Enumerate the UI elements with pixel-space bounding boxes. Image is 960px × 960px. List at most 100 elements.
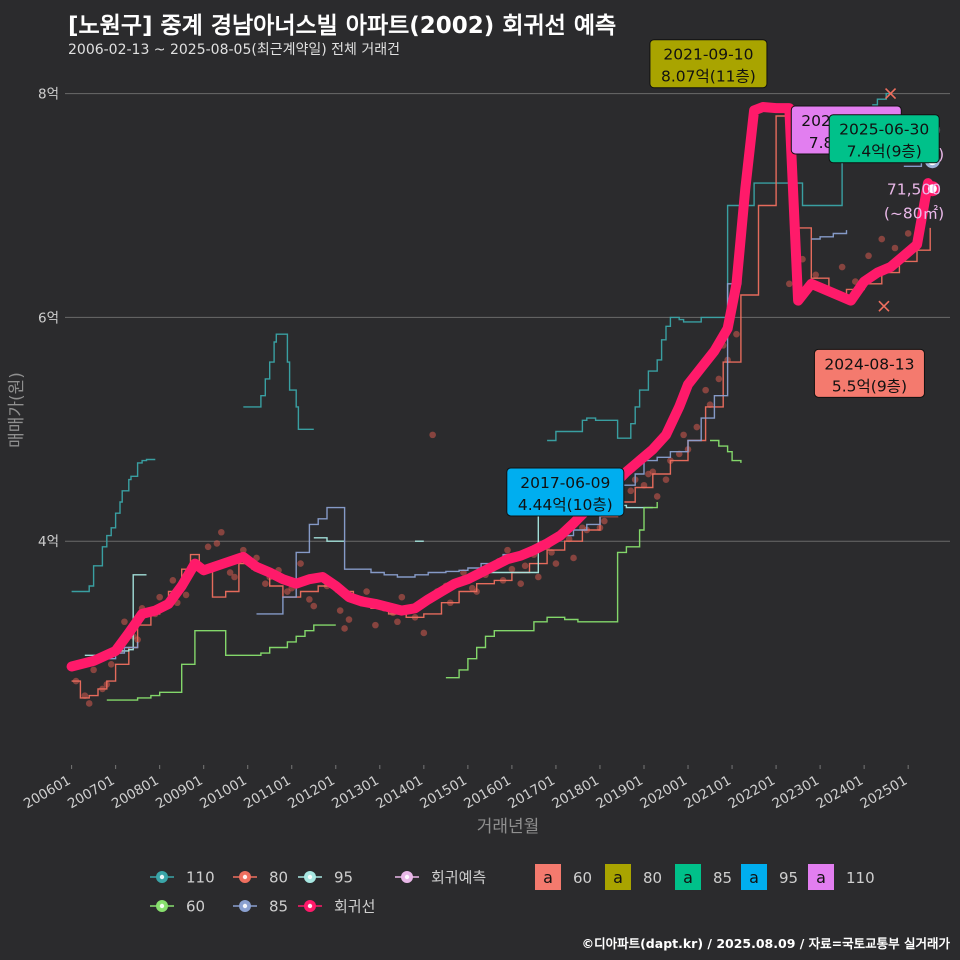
annotation-label: 2017-06-09 4.44억(10층) [506, 467, 625, 517]
scatter-point [508, 565, 516, 573]
scatter-point [372, 621, 379, 629]
forecast-value-label: 71,500 [887, 181, 941, 199]
scatter-point [570, 554, 577, 562]
annotation-date: 2025-06-30 [839, 121, 929, 139]
annotation-value: 5.5억(9층) [832, 377, 907, 395]
annotation-label: 2021-09-10 8.07억(11층) [649, 39, 768, 89]
scatter-point [838, 263, 846, 271]
forecast-point [924, 181, 940, 197]
legend-key-label: 80 [643, 869, 662, 887]
legend-label: 85 [269, 898, 288, 916]
x-tick-label: 201401 [373, 773, 426, 813]
legend: 110 80 95 회귀예측 60 85 회귀선 a 60 a 80 a 85 a 95 a 110 [150, 864, 875, 916]
annotations: 2021-09-108.07억(11층)2024-09-237.8억(7층)20… [506, 39, 940, 517]
scatter-point [812, 271, 820, 279]
annotation-box [649, 39, 768, 89]
x-tick-label: 201301 [329, 773, 382, 813]
x-tick-label: 200701 [65, 773, 118, 813]
scatter-point [262, 580, 269, 588]
scatter-point [865, 252, 872, 260]
scatter-point [420, 629, 428, 637]
legend-label-key-110: a 110 [808, 864, 875, 890]
legend-label: 80 [269, 869, 288, 887]
scatter-point [535, 573, 542, 581]
legend-label: 110 [186, 869, 215, 887]
annotation-value: 7.4억(9층) [847, 143, 922, 161]
scatter-point [702, 386, 709, 394]
annotation-label: 2025-06-30 7.4억(9층) [828, 114, 940, 164]
legend-item-60: 60 [150, 898, 205, 916]
scatter-point [521, 562, 529, 570]
scatter-point [345, 616, 353, 623]
cross-marker [878, 300, 890, 312]
legend-key-box [605, 864, 631, 890]
legend-key-box [675, 864, 701, 890]
series-line-80 [71, 115, 931, 699]
legend-label-key-85: a 85 [675, 864, 732, 890]
scatter-point [204, 543, 212, 551]
x-tick-label: 202501 [858, 773, 911, 813]
x-tick-label: 201701 [505, 773, 558, 813]
y-axis-ticks: 4억 6억 8억 [38, 87, 59, 551]
scatter-point [240, 546, 247, 554]
legend-dot-center [307, 903, 313, 909]
scatter-point [517, 580, 525, 588]
x-tick-label: 201901 [593, 773, 646, 813]
legend-label: 95 [334, 869, 353, 887]
scatter-point [341, 625, 348, 632]
scatter-point [733, 330, 740, 338]
legend-item-회귀예측: 회귀예측 [395, 869, 486, 887]
series-line-95 [313, 537, 345, 542]
annotation-date: 2024-08-13 [824, 355, 914, 373]
x-tick-label: 201801 [549, 773, 602, 813]
scatter-point [662, 476, 670, 483]
legend-key-label: 95 [779, 869, 798, 887]
legend-item-85: 85 [233, 898, 288, 916]
x-tick-label: 202401 [814, 773, 867, 813]
scatter-point [601, 517, 608, 525]
series-line-60 [106, 624, 336, 701]
x-tick-label: 201201 [285, 773, 338, 813]
legend-key-glyph: a [683, 868, 693, 887]
x-tick-label: 200601 [21, 773, 74, 813]
scatter-point [85, 700, 93, 707]
scatter-point [878, 235, 886, 243]
scatter-point [213, 540, 221, 547]
x-tick-label: 201601 [461, 773, 514, 813]
scatter-point [715, 375, 723, 383]
legend-key-label: 60 [573, 869, 592, 887]
scatter-point [693, 423, 701, 431]
footer-credit: ©디아파트(dapt.kr) / 2025.08.09 / 자료=국토교통부 실… [581, 936, 950, 951]
area-series-lines [71, 92, 931, 701]
annotation-date: 2017-06-09 [520, 474, 610, 492]
scatter-point [552, 560, 560, 567]
legend-dot-center [159, 903, 165, 909]
legend-label: 회귀선 [334, 898, 375, 916]
legend-item-110: 110 [150, 869, 215, 887]
scatter-point [226, 569, 234, 576]
legend-dot-center [159, 874, 165, 880]
regression-line [66, 102, 933, 672]
gridlines [65, 93, 950, 542]
annotation-value: 8.07억(11층) [661, 68, 756, 86]
legend-label: 60 [186, 898, 205, 916]
scatter-point [90, 666, 97, 674]
scatter-point [169, 577, 177, 584]
legend-key-box [741, 864, 767, 890]
x-axis-ticks: 2006012007012008012009012010012011012012… [21, 765, 910, 812]
scatter-point [121, 618, 128, 626]
scatter-point [182, 591, 190, 599]
y-tick-label: 8억 [38, 87, 59, 103]
annotation-date: 2021-09-10 [663, 46, 753, 64]
scatter-point [653, 493, 661, 500]
series-line-60 [445, 502, 658, 679]
x-tick-label: 202001 [637, 773, 690, 813]
chart-subtitle: 2006-02-13 ~ 2025-08-05(최근계약일) 전체 거래건 [68, 42, 400, 58]
cross-marker [884, 88, 897, 100]
scatter-point [156, 593, 163, 601]
x-tick-label: 202201 [725, 773, 778, 813]
y-tick-label: 6억 [38, 310, 59, 326]
scatter-point [231, 573, 238, 581]
x-tick-label: 200801 [109, 773, 162, 813]
scatter-point [310, 602, 318, 610]
